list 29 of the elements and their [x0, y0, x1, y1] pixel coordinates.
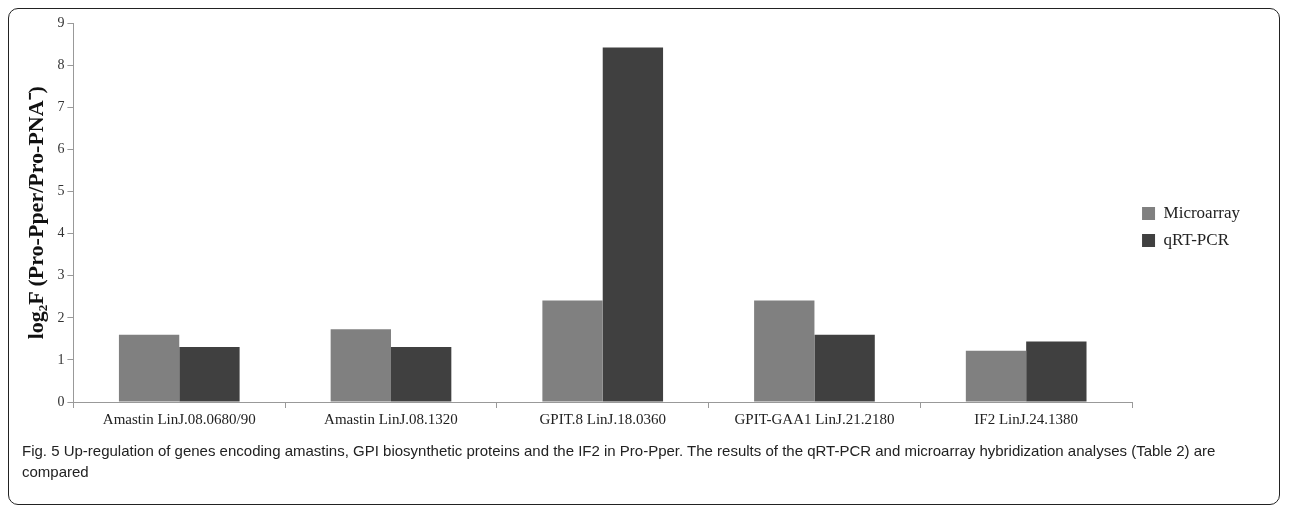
bar [965, 350, 1027, 402]
y-tick-label: 9 [57, 15, 65, 31]
bar [602, 47, 664, 402]
legend-label: Microarray [1163, 202, 1241, 222]
bar [390, 346, 452, 402]
y-tick-label: 4 [57, 225, 65, 241]
x-tick-label: Amastin LinJ.08.1320 [324, 410, 458, 427]
x-tick-label: Amastin LinJ.08.0680/90 [102, 410, 256, 427]
bar [330, 329, 391, 402]
y-tick-label: 7 [57, 99, 65, 115]
x-tick-label: GPIT-GAA1 LinJ.21.2180 [734, 410, 895, 427]
y-tick-label: 3 [57, 267, 65, 283]
y-tick-label: 6 [57, 141, 65, 157]
bar [179, 346, 240, 402]
legend-label: qRT-PCR [1163, 229, 1230, 249]
bar [118, 334, 180, 402]
y-tick-label: 8 [57, 57, 65, 73]
x-tick-label: IF2 LinJ.24.1380 [974, 410, 1079, 427]
y-axis-title: log₂F (Pro-Pper/Pro-PNA⁻) [22, 86, 48, 340]
y-tick-label: 1 [57, 351, 65, 367]
bar [542, 300, 603, 402]
caption: Fig. 5 Up-regulation of genes encoding amastins, GPI biosynthetic proteins and the IF2 in Pro-Pper. The results of the qRT-PCR and microarray hybridization analyses (Table 2) are compared [22, 441, 1217, 482]
y-tick-label: 5 [57, 183, 65, 199]
bar [754, 300, 815, 402]
bar [1026, 341, 1087, 402]
bar [814, 334, 875, 402]
y-tick-label: 0 [57, 393, 65, 409]
x-tick-label: GPIT.8 LinJ.18.0360 [539, 410, 666, 427]
y-tick-label: 2 [57, 309, 65, 325]
